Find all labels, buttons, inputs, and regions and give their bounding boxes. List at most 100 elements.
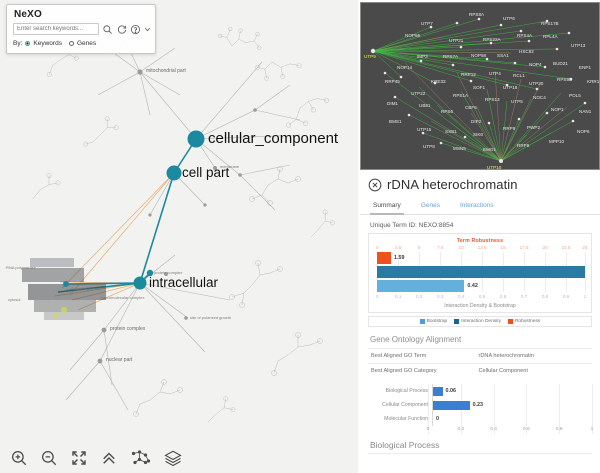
legend-label-interaction-density: Interaction Density — [461, 319, 501, 324]
legend-label-bootstrap: Bootstrap — [426, 319, 448, 324]
tick: 7.5 — [436, 245, 444, 250]
tick: 5 — [417, 245, 421, 250]
tick: 0.8 — [555, 427, 563, 432]
gene-label-nop6: NOP6 — [577, 129, 590, 134]
gene-label-msn5: MSN5 — [453, 146, 466, 151]
gene-label-emg1: EMG1 — [483, 147, 496, 152]
radio-genes-label[interactable]: Genes — [76, 40, 97, 47]
tick: 0 — [426, 427, 430, 432]
tick: 0 — [375, 294, 379, 299]
gene-label-utp22: UTP22 — [411, 91, 426, 96]
ontology-tree-view[interactable]: cellular_component cell part intracellul… — [0, 0, 358, 473]
gene-label-dim1: DIM1 — [387, 101, 398, 106]
tree-label-macromolecular-complex[interactable]: macromolecular complex — [100, 295, 145, 300]
network-graph-icon[interactable] — [130, 449, 152, 467]
zoom-in-icon[interactable] — [10, 449, 28, 467]
zoom-out-icon[interactable] — [40, 449, 58, 467]
tick: 12.5 — [477, 245, 487, 250]
row-key: Best Aligned GO Category — [371, 368, 437, 374]
tree-label-cell-part[interactable]: cell part — [182, 165, 230, 180]
search-by-label: By: — [13, 40, 23, 47]
tree-label-membrane[interactable]: membrane — [220, 164, 240, 169]
expand-arrows-icon[interactable] — [70, 449, 88, 467]
tab-summary[interactable]: Summary — [370, 200, 404, 215]
gene-network-canvas[interactable]: UTP9 UTP7 RPS8A UTP6 RPS17B NOP56 UTP21 … — [361, 3, 599, 169]
gene-label-rpl4a: RPL4A — [543, 34, 558, 39]
tick: 22.5 — [561, 245, 571, 250]
tree-label-protein-complex-2[interactable]: protein complex — [154, 270, 183, 275]
tick: 0.6 — [523, 427, 530, 432]
legend-item-bootstrap[interactable]: Bootstrap — [419, 319, 448, 324]
ontology-tree-canvas[interactable] — [0, 0, 358, 473]
gene-label-rrp12: RRP12 — [461, 72, 476, 77]
tab-genes[interactable]: Genes — [420, 202, 440, 209]
search-input[interactable] — [13, 23, 99, 35]
radio-keywords[interactable] — [25, 41, 31, 46]
help-icon[interactable] — [130, 24, 141, 35]
tab-interactions[interactable]: Interactions — [459, 202, 494, 209]
tree-label-cellular-component[interactable]: cellular_component — [208, 130, 339, 147]
app-title: NeXO — [14, 9, 43, 20]
term-detail-panel: rDNA heterochromatin Summary Genes Inter… — [360, 170, 600, 473]
search-icon[interactable] — [102, 24, 113, 35]
gene-label-nop14: NOP14 — [397, 65, 413, 70]
term-robustness-chart: Term Robustness 0 2.5 5 7.5 10 12.5 15 1… — [368, 233, 592, 313]
search-panel[interactable]: NeXO By: Keywords — [6, 4, 156, 54]
chart-top-axis: 0 2.5 5 7.5 10 12.5 15 17.5 20 22.5 25 — [373, 245, 587, 252]
gene-label-rps17b: RPS17B — [541, 21, 559, 26]
gene-label-bud21: BUD21 — [553, 61, 568, 66]
tree-label-nuclear-part[interactable]: nuclear part — [106, 357, 133, 363]
bar-value-robustness: 1.59 — [393, 255, 405, 261]
gene-label-rps1a: RPS1A — [453, 93, 469, 98]
refresh-icon[interactable] — [116, 24, 127, 35]
go-row-cellular-component[interactable]: Cellular Component 0.23 — [368, 398, 592, 412]
tick: 0.7 — [520, 294, 528, 299]
tick: 0.4 — [490, 427, 497, 432]
detail-header: rDNA heterochromatin — [360, 170, 600, 196]
tree-label-protein-complex[interactable]: protein complex — [110, 326, 146, 332]
go-row-molecular-function[interactable]: Molecular Function 0 — [368, 412, 592, 426]
divider — [368, 453, 592, 454]
tree-label-mitochondrial-part[interactable]: mitochondrial part — [146, 68, 186, 74]
gene-label-krr1: KRR1 — [587, 79, 599, 84]
tick: 0 — [375, 245, 379, 250]
gene-label-utp20: UTP20 — [529, 81, 544, 86]
tree-label-intracellular[interactable]: intracellular — [149, 275, 219, 290]
gene-label-rrp6: RRP6 — [517, 143, 530, 148]
gene-label-pol5: POL5 — [569, 93, 581, 98]
tree-label-site-of-polarized-growth[interactable]: site of polarized growth — [190, 315, 232, 320]
gene-label-utp10: UTP10 — [487, 165, 502, 169]
radio-keywords-label[interactable]: Keywords — [33, 40, 62, 47]
gene-label-sof1: SOF1 — [473, 85, 485, 90]
chart-plot-area: 1.59 0.42 — [373, 252, 587, 292]
bar-bootstrap[interactable]: 0.42 — [373, 280, 587, 292]
tick: 0.2 — [457, 427, 465, 432]
section-title-biological-process: Biological Process — [370, 440, 440, 450]
tick: 0.1 — [395, 294, 402, 299]
tree-label-cytosol[interactable]: cytosol — [8, 297, 21, 302]
search-row — [13, 23, 151, 35]
close-circle-icon[interactable] — [368, 178, 382, 192]
bar-robustness[interactable]: 1.59 — [373, 252, 587, 264]
gene-interaction-network[interactable]: UTP9 UTP7 RPS8A UTP6 RPS17B NOP56 UTP21 … — [360, 2, 600, 170]
radio-genes[interactable] — [68, 41, 74, 46]
tick: 0.9 — [562, 294, 570, 299]
gene-label-hsc82: HSC82 — [519, 49, 534, 54]
bar-interaction-density[interactable] — [373, 266, 587, 278]
chart-xlabel: Interaction Density & Bootstrap — [444, 303, 516, 309]
legend-item-robustness[interactable]: Robustness — [507, 319, 540, 324]
tree-label-ribosomal-subunit[interactable]: ribosomal subunit — [70, 286, 102, 291]
go-value: 0 — [436, 416, 439, 422]
layers-icon[interactable] — [164, 449, 182, 467]
tree-label-rna-polymerase[interactable]: RNA polymerase — [6, 265, 37, 270]
tick: 0.2 — [416, 294, 423, 299]
chart-legend: Bootstrap Interaction Density Robustness — [368, 316, 592, 327]
chevron-down-icon[interactable] — [144, 24, 151, 35]
go-value: 0.06 — [445, 388, 457, 394]
double-chevron-up-icon[interactable] — [100, 449, 118, 467]
gene-label-nop56: NOP56 — [405, 33, 421, 38]
legend-item-interaction-density[interactable]: Interaction Density — [454, 319, 501, 324]
go-row-biological-process[interactable]: Biological Process 0.06 — [368, 384, 592, 398]
gene-label-ssa1: SSA1 — [497, 53, 509, 58]
